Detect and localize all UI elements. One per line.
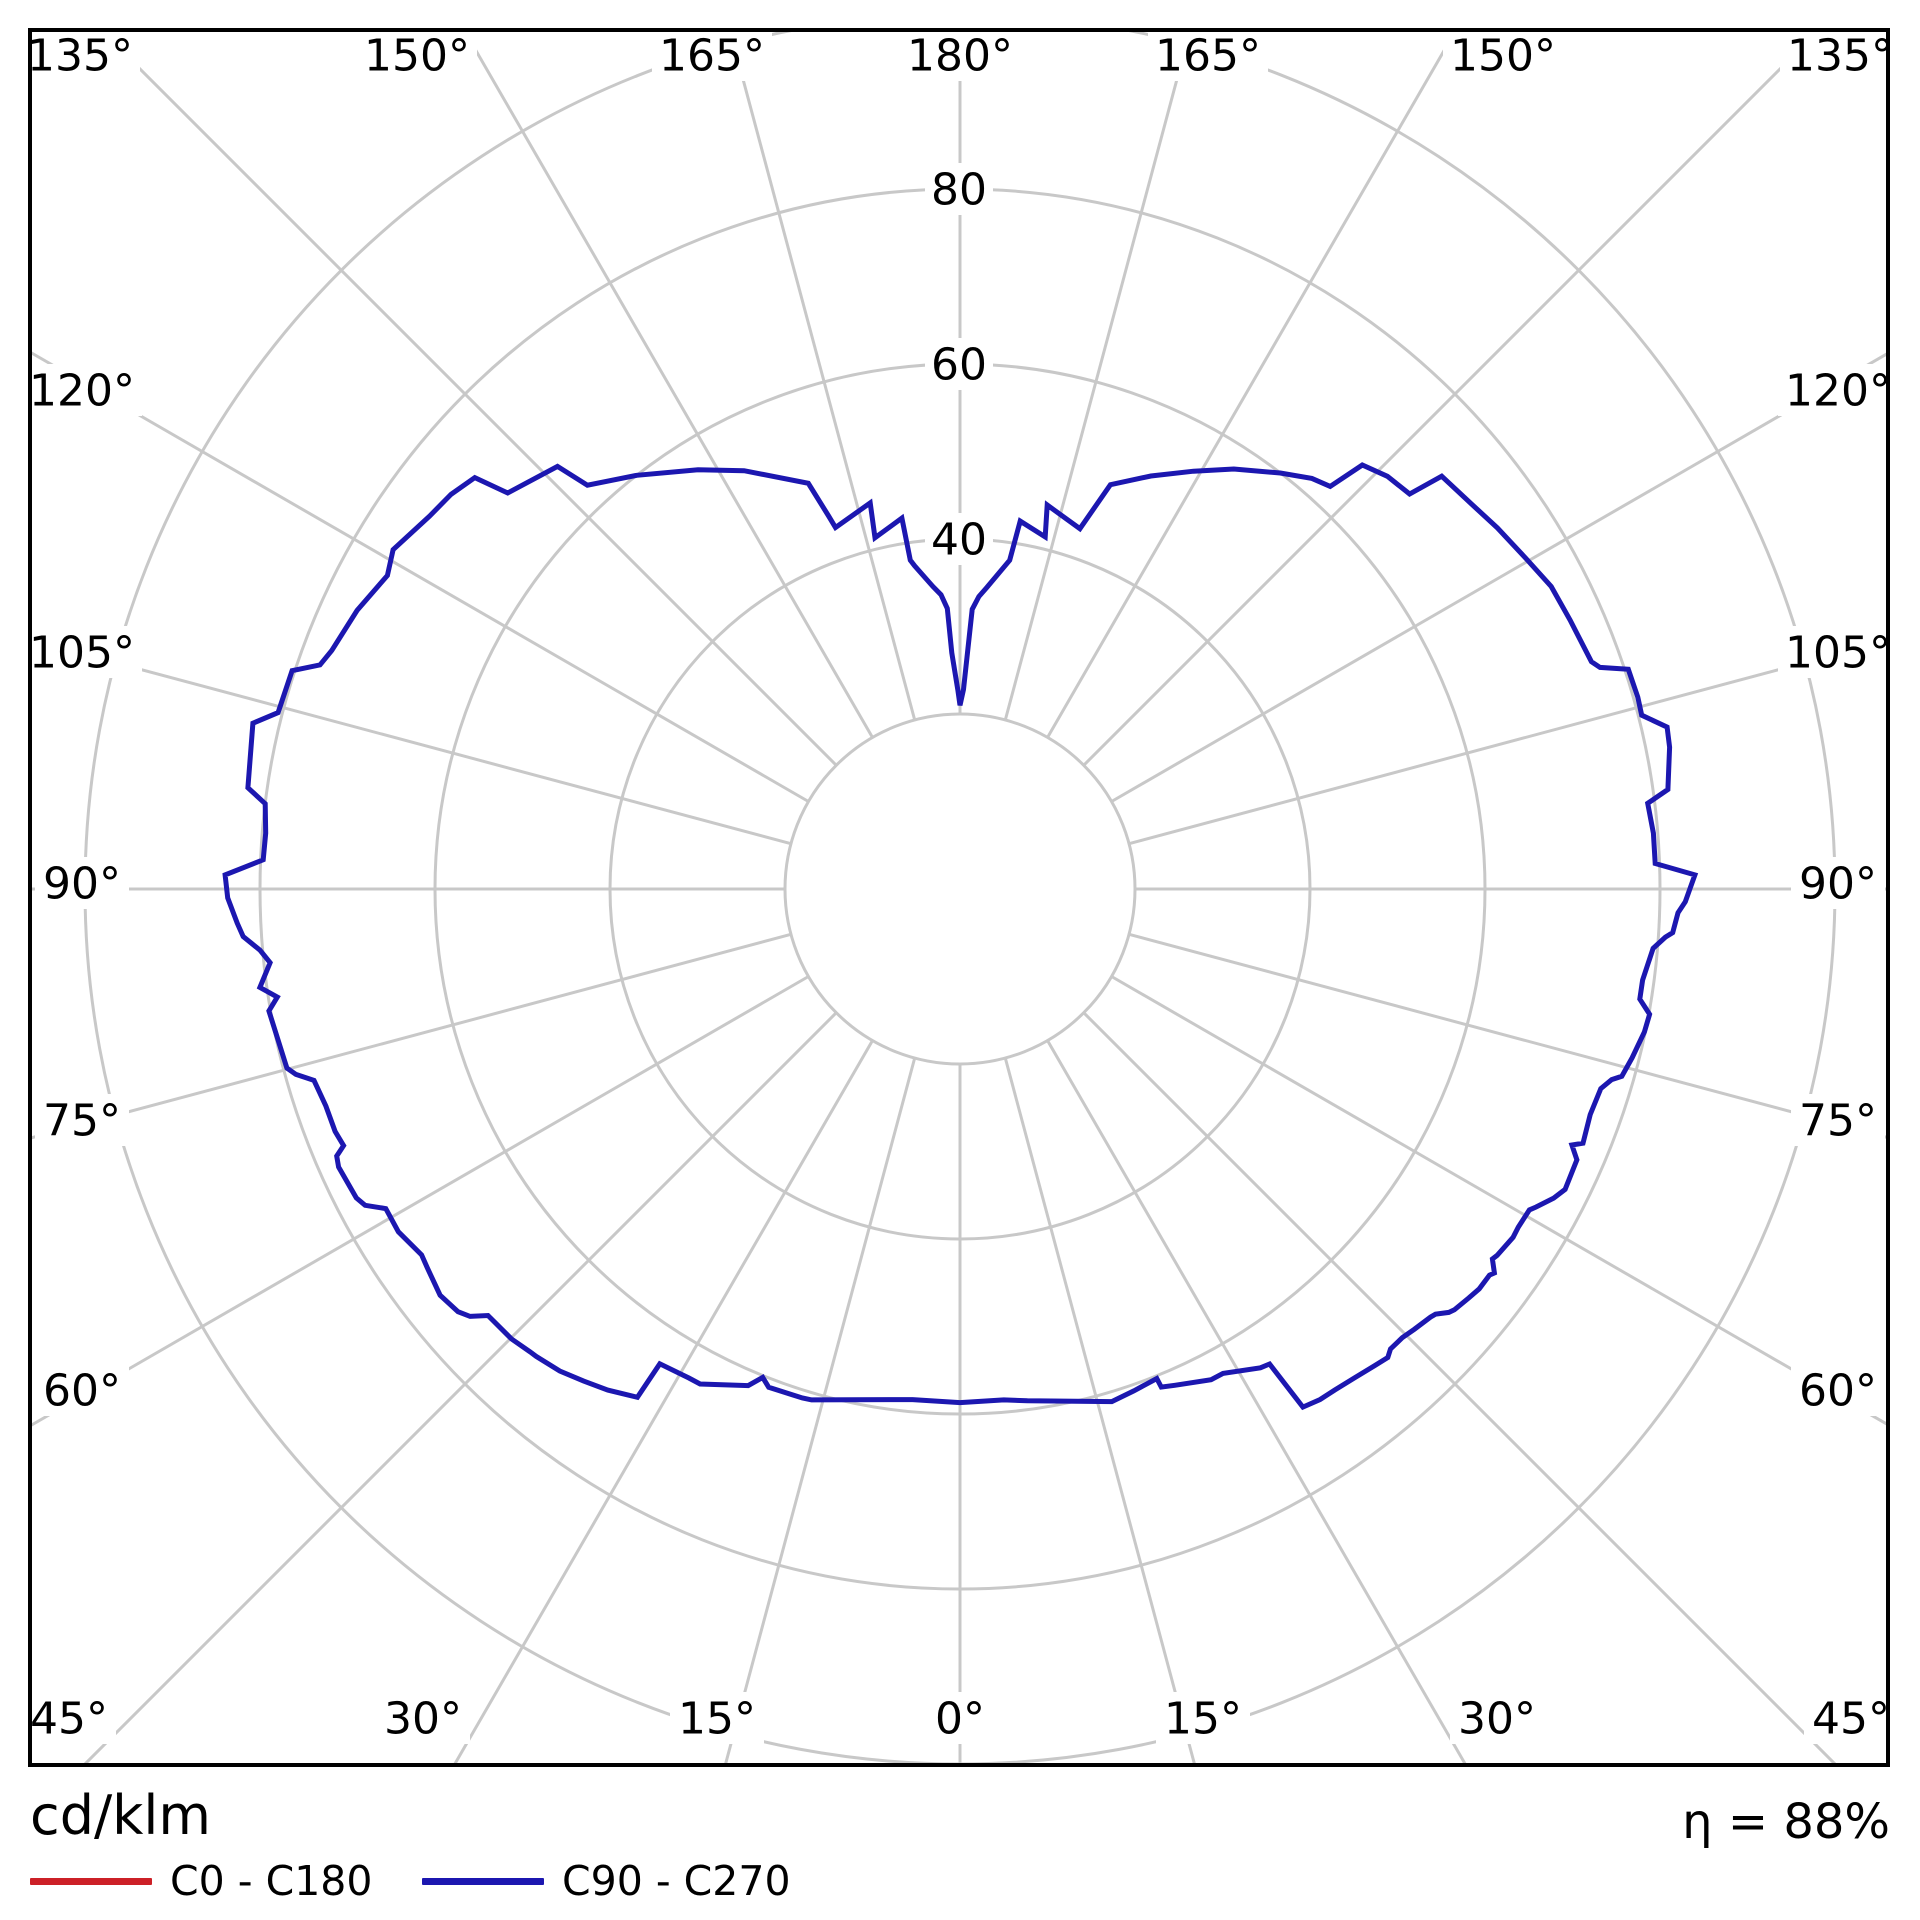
label-mask [22,364,142,416]
angle-label-right: 120° [1785,366,1891,417]
angle-label-right: 90° [1799,859,1877,910]
label-mask [1778,364,1898,416]
angle-label-right: 60° [1799,1366,1877,1417]
angle-label-left: 75° [43,1096,121,1147]
grid-spoke-60 [1110,975,1888,1427]
label-mask [1156,1692,1250,1744]
angle-label-left: 60° [43,1366,121,1417]
label-mask [925,163,993,215]
grid-spoke-300 [30,975,810,1428]
legend: C0 - C180 C90 - C270 [0,1856,1920,1906]
grid-spoke-135 [1082,30,1822,767]
grid-spoke-120 [1110,351,1888,803]
grid-spoke-165 [1003,30,1192,721]
grid-spoke-285 [30,932,792,1140]
plot-border [28,28,1890,1767]
label-masks [20,29,1900,1744]
label-mask [1450,1692,1544,1744]
label-mask [670,1692,764,1744]
angle-label-bottom: 15° [1164,1694,1242,1745]
label-mask [22,1692,116,1744]
label-mask [357,29,477,81]
angle-label-right: 105° [1785,628,1891,679]
angle-label-bottom: 45° [1812,1694,1890,1745]
angle-label-bottom: 45° [30,1694,108,1745]
legend-color-line-c0-c180 [30,1877,152,1885]
radial-tick-label: 80 [931,165,987,216]
grid-spoke-255 [30,638,792,846]
grid-spoke-240 [30,350,810,803]
radial-tick-label: 40 [931,515,987,566]
curve-c90-c270 [222,462,1699,1411]
unit-label: cd/klm [30,1784,212,1847]
legend-label-c0-c180: C0 - C180 [170,1857,373,1905]
angle-label-top: 135° [1787,31,1893,82]
grid-spoke-345 [723,1057,917,1765]
grid-spoke-150 [1046,30,1458,739]
efficiency-label: η = 88% [1682,1794,1890,1850]
grid-spoke-75 [1128,932,1888,1140]
label-mask [1443,29,1563,81]
angle-label-bottom: 30° [1458,1694,1536,1745]
label-mask [35,1364,129,1416]
label-mask [926,1692,994,1744]
label-mask [376,1692,470,1744]
angle-label-bottom: 30° [384,1694,462,1745]
label-mask [925,338,993,390]
label-mask [35,1094,129,1146]
label-mask [1791,1094,1885,1146]
grid-spoke-45 [1082,1011,1839,1765]
grid-spoke-15 [1003,1057,1197,1765]
legend-item-c90-c270: C90 - C270 [422,1856,791,1906]
grid-ring-20 [783,712,1137,1066]
grid-spoke-315 [81,1011,838,1765]
legend-color-line-c90-c270 [422,1877,544,1885]
label-mask [652,29,772,81]
angle-label-top: 180° [907,31,1013,82]
angle-label-top: 135° [27,31,133,82]
grid-spoke-225 [98,30,838,767]
label-mask [1148,29,1268,81]
angle-label-left: 90° [43,859,121,910]
axis-labels: 135° 150° 165° 180° 165° 150° 135° 45° 30° 15° 0° 1… [27,31,1893,1745]
angle-label-top: 150° [364,31,470,82]
legend-label-c90-c270: C90 - C270 [562,1857,791,1905]
angle-label-top: 150° [1450,31,1556,82]
angle-label-left: 120° [29,366,135,417]
label-mask [35,857,129,909]
grid-spoke-330 [452,1039,874,1765]
radial-tick-label: 60 [931,340,987,391]
angle-label-bottom: 15° [678,1694,756,1745]
grid-spoke-210 [462,30,874,739]
label-mask [1791,857,1885,909]
legend-item-c0-c180: C0 - C180 [30,1856,372,1906]
label-mask [22,626,142,678]
label-mask [1778,626,1898,678]
label-mask [900,29,1020,81]
label-mask [20,29,140,81]
angle-label-left: 105° [29,628,135,679]
label-mask [1791,1364,1885,1416]
angle-label-top: 165° [1155,31,1261,82]
grid-spoke-30 [1046,1039,1468,1765]
label-mask [1780,29,1900,81]
angle-label-bottom: 0° [935,1694,985,1745]
grid-spoke-105 [1128,638,1888,846]
label-mask [1804,1692,1898,1744]
angle-label-right: 75° [1799,1096,1877,1147]
label-mask [925,513,993,565]
angle-label-top: 165° [659,31,765,82]
grid-spoke-195 [728,30,917,721]
